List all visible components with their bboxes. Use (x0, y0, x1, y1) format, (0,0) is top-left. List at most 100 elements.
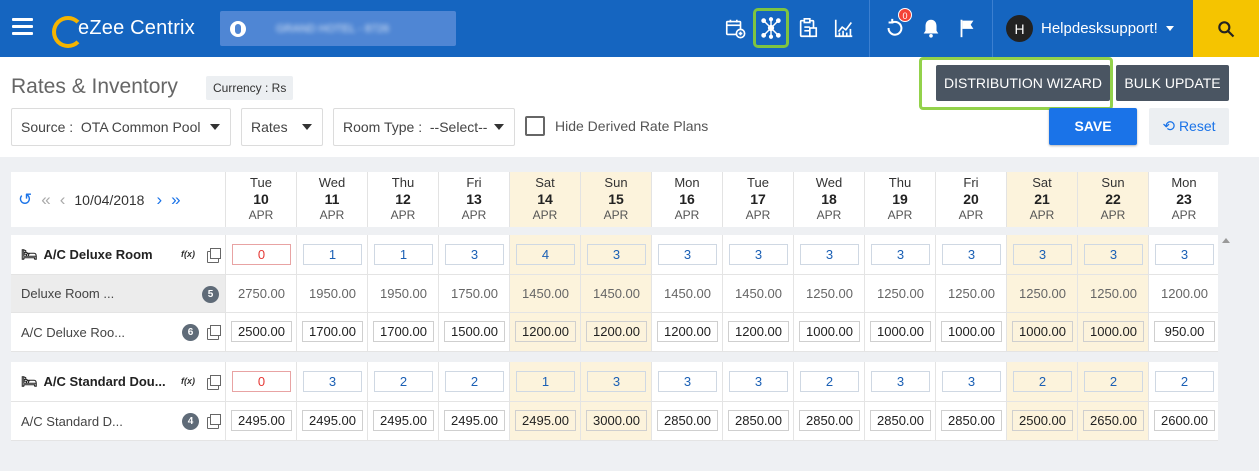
user-menu[interactable]: H Helpdesksupport! (1006, 15, 1174, 42)
rate-input[interactable]: 2650.00 (1083, 410, 1144, 431)
distribution-network-icon[interactable] (753, 8, 789, 48)
rate-input[interactable]: 2850.00 (941, 410, 1002, 431)
inventory-input[interactable]: 2 (445, 371, 504, 392)
rate-input[interactable]: 1700.00 (373, 321, 434, 342)
hotel-selector[interactable]: GRAND HOTEL - 8726 (220, 11, 456, 46)
inventory-input[interactable]: 2 (374, 371, 433, 392)
rate-input[interactable]: 1000.00 (1083, 321, 1144, 342)
distribution-wizard-button[interactable]: DISTRIBUTION WIZARD (936, 65, 1110, 101)
inventory-input[interactable]: 3 (729, 244, 788, 265)
inventory-input[interactable]: 3 (871, 244, 930, 265)
inventory-input[interactable]: 0 (232, 244, 291, 265)
bulk-update-button[interactable]: BULK UPDATE (1116, 65, 1229, 101)
inventory-input[interactable]: 3 (871, 371, 930, 392)
inventory-input[interactable]: 3 (1013, 244, 1072, 265)
grid-cell: 1250.00 (793, 275, 864, 312)
app-logo[interactable]: eZee Centrix (52, 12, 195, 48)
rate-input[interactable]: 1000.00 (941, 321, 1002, 342)
copy-icon[interactable] (207, 325, 221, 340)
rate-input[interactable]: 3000.00 (586, 410, 647, 431)
inventory-input[interactable]: 3 (942, 244, 1001, 265)
inventory-input[interactable]: 0 (232, 371, 291, 392)
rate-input[interactable]: 950.00 (1154, 321, 1215, 342)
rate-input[interactable]: 1200.00 (657, 321, 718, 342)
clipboard-icon[interactable] (793, 12, 823, 44)
reset-button[interactable]: ⟲ Reset (1149, 108, 1229, 145)
inventory-input[interactable]: 3 (1084, 244, 1143, 265)
inventory-input[interactable]: 3 (658, 244, 717, 265)
chevron-down-icon (302, 124, 312, 130)
inventory-input[interactable]: 2 (1155, 371, 1214, 392)
formula-icon[interactable]: f(x) (181, 249, 195, 259)
rate-input[interactable]: 2850.00 (728, 410, 789, 431)
room-type-select[interactable]: Room Type : --Select-- (333, 108, 515, 146)
refresh-icon[interactable]: 0 (880, 8, 912, 44)
rate-input[interactable]: 2495.00 (373, 410, 434, 431)
inventory-input[interactable]: 1 (516, 371, 575, 392)
inventory-input[interactable]: 3 (1155, 244, 1214, 265)
copy-icon[interactable] (207, 414, 221, 429)
chevron-right-icon[interactable]: › (156, 189, 163, 209)
copy-icon[interactable] (207, 248, 221, 263)
grid-cell: 2 (1077, 362, 1148, 401)
rate-input[interactable]: 2495.00 (231, 410, 292, 431)
inventory-input[interactable]: 3 (942, 371, 1001, 392)
rate-input[interactable]: 1000.00 (870, 321, 931, 342)
rate-input[interactable]: 1200.00 (728, 321, 789, 342)
calendar-add-icon[interactable] (720, 12, 750, 44)
inventory-input[interactable]: 2 (1084, 371, 1143, 392)
rate-input[interactable]: 1000.00 (799, 321, 860, 342)
day-of-week: Sun (1101, 175, 1125, 190)
rate-input[interactable]: 2850.00 (870, 410, 931, 431)
inventory-input[interactable]: 3 (445, 244, 504, 265)
menu-icon[interactable] (12, 18, 33, 36)
undo-icon[interactable]: ↺ (18, 189, 33, 209)
chevron-left-icon[interactable]: ‹ (59, 189, 66, 209)
rate-input[interactable]: 2495.00 (302, 410, 363, 431)
chart-icon[interactable] (829, 12, 859, 44)
inventory-input[interactable]: 3 (729, 371, 788, 392)
rate-input[interactable]: 2500.00 (231, 321, 292, 342)
rate-input[interactable]: 2600.00 (1154, 410, 1215, 431)
rate-input[interactable]: 1200.00 (586, 321, 647, 342)
save-button[interactable]: SAVE (1049, 108, 1137, 145)
inventory-input[interactable]: 4 (516, 244, 575, 265)
copy-icon[interactable] (207, 375, 221, 390)
source-select[interactable]: Source : OTA Common Pool (11, 108, 231, 146)
inventory-input[interactable]: 3 (658, 371, 717, 392)
double-chevron-left-icon[interactable]: « (41, 189, 51, 209)
flag-icon[interactable] (952, 12, 982, 44)
hotel-name: GRAND HOTEL - 8726 (276, 22, 390, 35)
inventory-input[interactable]: 2 (1013, 371, 1072, 392)
rate-input[interactable]: 1700.00 (302, 321, 363, 342)
double-chevron-right-icon[interactable]: » (171, 189, 181, 209)
search-button[interactable] (1193, 0, 1259, 57)
bell-icon[interactable] (916, 12, 946, 44)
rate-input[interactable]: 2495.00 (444, 410, 505, 431)
currency-badge: Currency : Rs (206, 76, 294, 100)
current-date[interactable]: 10/04/2018 (74, 191, 145, 208)
inventory-input[interactable]: 3 (303, 371, 362, 392)
rate-input[interactable]: 2495.00 (515, 410, 576, 431)
inventory-input[interactable]: 3 (800, 244, 859, 265)
rate-input[interactable]: 1000.00 (1012, 321, 1073, 342)
rate-input[interactable]: 2500.00 (1012, 410, 1073, 431)
day-of-week: Sat (535, 175, 555, 190)
inventory-input[interactable]: 2 (800, 371, 859, 392)
rate-input[interactable]: 1500.00 (444, 321, 505, 342)
inventory-input[interactable]: 3 (587, 244, 646, 265)
formula-icon[interactable]: f(x) (181, 376, 195, 386)
inventory-input[interactable]: 1 (303, 244, 362, 265)
rate-input[interactable]: 2850.00 (657, 410, 718, 431)
rates-select[interactable]: Rates (241, 108, 323, 146)
day-column-header: Mon 23 APR (1148, 172, 1219, 227)
inventory-input[interactable]: 3 (587, 371, 646, 392)
rate-input[interactable]: 2850.00 (799, 410, 860, 431)
rate-input[interactable]: 1200.00 (515, 321, 576, 342)
grid-cell: 2850.00 (793, 402, 864, 440)
hide-derived-checkbox[interactable] (525, 116, 545, 136)
scroll-up-arrow[interactable] (1222, 238, 1230, 243)
day-column-header: Thu 19 APR (864, 172, 935, 227)
inventory-input[interactable]: 1 (374, 244, 433, 265)
